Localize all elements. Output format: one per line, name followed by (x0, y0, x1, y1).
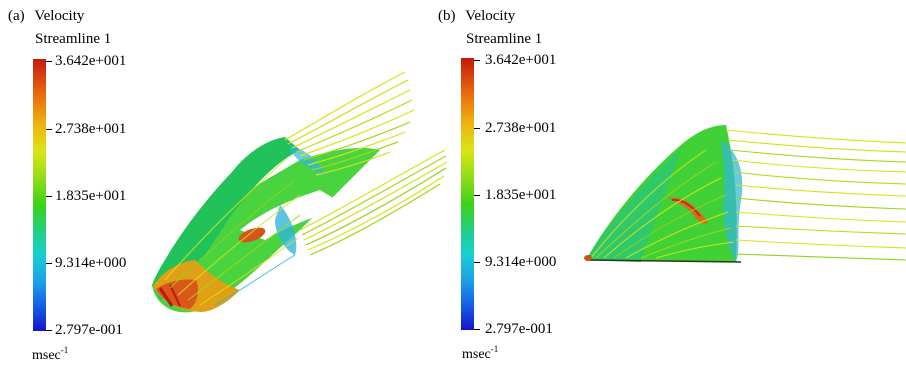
panel-b-scale-upper: 2.738e+001 (485, 120, 557, 136)
panel-b-scale-min: 2.797e-001 (485, 321, 553, 337)
panel-b-title-line2: Streamline 1 (466, 31, 543, 47)
panel-a-scale-mid: 1.835e+001 (55, 188, 127, 204)
panel-b-title: (b) Velocity (438, 8, 515, 25)
panel-b-scale-lower: 9.314e+000 (485, 254, 557, 270)
panel-b-scale-mid: 1.835e+001 (485, 187, 557, 203)
panel-b-tick (474, 60, 480, 61)
panel-a-streamline-plot (152, 71, 448, 313)
panel-b: (b) Velocity Streamline 1 3.642e+001 2.7… (436, 0, 906, 365)
panel-b-tick (474, 262, 480, 263)
panel-b-unit: msec-1 (462, 344, 499, 362)
panel-a-title-line1: Velocity (34, 8, 85, 24)
panel-a-scale-lower: 9.314e+000 (55, 255, 127, 271)
panel-a-tick (46, 129, 52, 130)
panel-a-scale-min: 2.797e-001 (55, 322, 123, 338)
panel-a-tick (46, 196, 52, 197)
panel-a-tick (46, 330, 52, 331)
panel-a-unit: msec-1 (32, 345, 69, 363)
panel-a-scale-upper: 2.738e+001 (55, 121, 127, 137)
panel-a-tick (46, 263, 52, 264)
panel-b-scale-max: 3.642e+001 (485, 52, 557, 68)
panel-a-title-line2: Streamline 1 (35, 31, 112, 47)
panel-b-tick (474, 195, 480, 196)
panel-b-streamline-plot (584, 125, 906, 263)
panel-b-tick (474, 128, 480, 129)
panel-a: (a) Velocity Streamline 1 3.642e+001 2.7… (8, 8, 448, 363)
panel-b-colorbar (461, 58, 474, 330)
panel-b-label: (b) (438, 8, 456, 24)
panel-b-tick (474, 329, 480, 330)
panel-a-colorbar (33, 59, 46, 331)
panel-a-tick (46, 61, 52, 62)
panel-a-title: (a) Velocity (8, 8, 84, 25)
panel-a-scale-max: 3.642e+001 (55, 53, 127, 69)
panel-b-title-line1: Velocity (465, 8, 516, 24)
panel-a-label: (a) (8, 8, 25, 24)
